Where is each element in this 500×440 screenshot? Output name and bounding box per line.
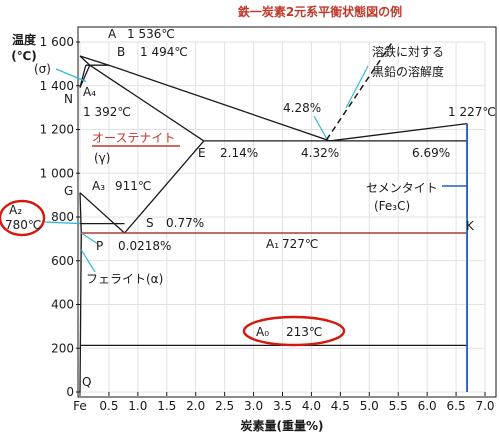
y-tick-label-0: 1 600 xyxy=(40,35,74,49)
y-tick-label-1: 1 400 xyxy=(40,79,74,93)
y-tick-label-5: 600 xyxy=(51,254,74,268)
point-a4-value: 1 392℃ xyxy=(83,105,131,119)
a0-highlight-ellipse xyxy=(242,315,346,347)
delta-pointer xyxy=(55,68,87,82)
y-tick-label-8: 0 xyxy=(66,385,74,399)
x-tick-label-4: 2.0 xyxy=(186,399,205,413)
point-a2-label: A₂ xyxy=(9,203,22,217)
x-tick-label-3: 1.5 xyxy=(157,399,176,413)
cementite-formula: (Fe₃C) xyxy=(374,199,410,213)
phase-line-11 xyxy=(79,232,82,393)
y-tick-label-6: 400 xyxy=(51,298,74,312)
graphite-solubility-line2: 黒鉛の溶解度 xyxy=(372,64,444,79)
delta-label: (σ) xyxy=(34,62,51,76)
x-tick-label-9: 4.5 xyxy=(331,399,350,413)
x-tick-label-1: 0.5 xyxy=(99,399,118,413)
point-n-label: N xyxy=(64,92,73,106)
phase-line-4 xyxy=(79,64,91,88)
austenite-label: オーステナイト xyxy=(92,131,175,145)
phase-line-8 xyxy=(79,192,82,234)
x-tick-label-6: 3.0 xyxy=(244,399,263,413)
point-a-value: 1 536℃ xyxy=(127,27,175,41)
graphite-solubility-line1: 溶鉄に対する xyxy=(372,44,444,59)
point-p-label: P xyxy=(96,239,103,253)
point-s-label: S xyxy=(146,216,154,230)
x-tick-label-10: 5.0 xyxy=(360,399,379,413)
point-a3-value: 911℃ xyxy=(115,179,151,193)
x-tick-label-13: 6.5 xyxy=(447,399,466,413)
cementite-label: セメンタイト xyxy=(366,181,438,195)
point-q-label: Q xyxy=(82,375,91,389)
x-tick-label-14: 7.0 xyxy=(475,399,494,413)
graphite-pointer xyxy=(345,65,369,108)
x-tick-label-12: 6.0 xyxy=(418,399,437,413)
point-a-label: A xyxy=(108,27,117,41)
phase-line-0 xyxy=(79,55,468,142)
gridlines xyxy=(79,41,486,393)
phase-line-6 xyxy=(79,192,125,234)
point-f-value: 6.69% xyxy=(412,146,450,160)
point-a4-label: A₄ xyxy=(83,85,96,99)
point-a0-value: 213℃ xyxy=(286,325,322,339)
x-tick-label-8: 4.0 xyxy=(302,399,321,413)
y-tick-label-7: 200 xyxy=(51,341,74,355)
x-tick-label-2: 1.0 xyxy=(128,399,147,413)
point-a0-label: A₀ xyxy=(256,325,269,339)
c-pointer xyxy=(313,115,327,139)
ferrite-label: フェライト(α) xyxy=(86,272,163,286)
y-axis-label-line2: (℃) xyxy=(11,49,37,63)
point-b-label: B xyxy=(117,45,125,59)
x-tick-label-0: Fe xyxy=(73,399,87,413)
y-tick-label-3: 1 000 xyxy=(40,166,74,180)
y-axis-ticks: 1 600 1 400 1 200 1 000 800 600 400 200 0 xyxy=(40,35,80,399)
eutectic-temp-value: 1 227℃ xyxy=(448,105,496,119)
phase-line-7 xyxy=(124,140,205,234)
x-tick-label-7: 3.5 xyxy=(273,399,292,413)
x-axis-ticks: Fe 0.5 1.0 1.5 2.0 2.5 3.0 3.5 4.0 4.5 5.0 5.5 6.0 6.… xyxy=(73,392,495,413)
point-b-value: 1 494℃ xyxy=(140,45,188,59)
y-tick-label-4: 800 xyxy=(51,210,74,224)
diagram-title: 鉄一炭素2元系平衡状態図の例 xyxy=(238,4,402,19)
point-e-label: E xyxy=(198,146,206,160)
x-tick-label-5: 2.5 xyxy=(215,399,234,413)
x-axis-label: 炭素量(重量%) xyxy=(241,418,324,433)
point-e-value: 2.14% xyxy=(220,146,258,160)
gamma-label: (γ) xyxy=(94,151,110,165)
point-a1-value: 727℃ xyxy=(282,237,318,251)
y-tick-label-2: 1 200 xyxy=(40,123,74,137)
point-a3-label: A₃ xyxy=(92,179,105,193)
y-axis-label-line1: 温度 xyxy=(12,32,37,47)
p-pointer xyxy=(80,232,99,245)
point-a2-value: 780℃ xyxy=(5,218,41,232)
a2-pointer xyxy=(44,221,81,225)
point-c-top-value: 4.28% xyxy=(283,101,321,115)
ferrite-pointer xyxy=(80,249,96,273)
point-k-label: K xyxy=(466,219,475,233)
point-p-value: 0.0218% xyxy=(118,239,171,253)
point-c-value: 4.32% xyxy=(301,146,339,160)
point-a1-label: A₁ xyxy=(266,237,279,251)
plot-frame xyxy=(77,26,497,398)
point-g-label: G xyxy=(64,184,73,198)
a2-highlight-ellipse xyxy=(0,199,46,237)
x-tick-label-11: 5.5 xyxy=(389,399,408,413)
point-s-value: 0.77% xyxy=(166,216,204,230)
